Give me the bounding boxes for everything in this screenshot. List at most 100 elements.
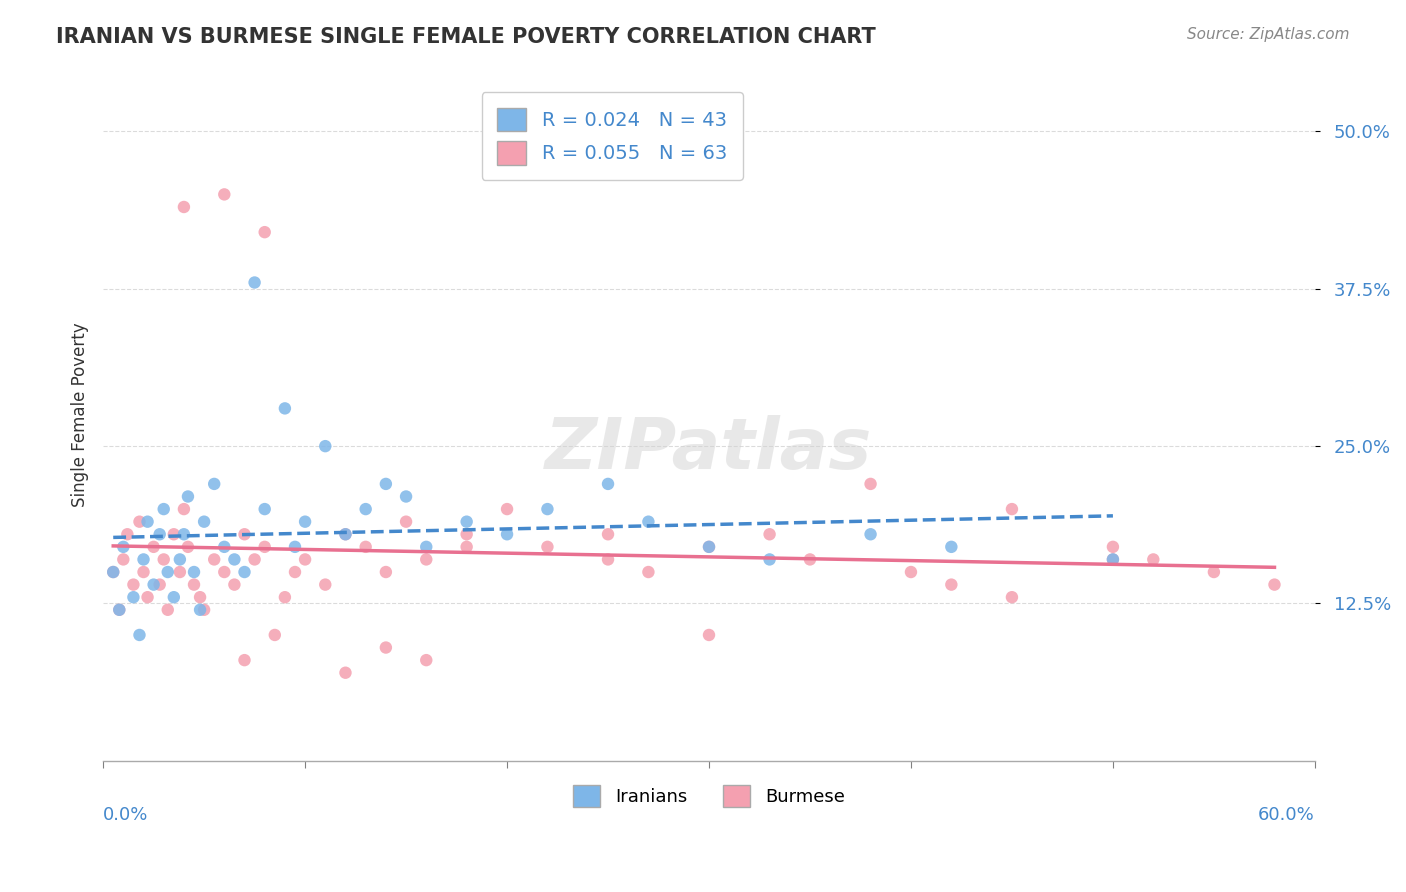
Point bbox=[596, 527, 619, 541]
Point bbox=[149, 527, 172, 541]
Point bbox=[112, 540, 135, 554]
Point bbox=[335, 527, 357, 541]
Point bbox=[233, 565, 256, 579]
Point bbox=[243, 552, 266, 566]
Point bbox=[1001, 502, 1024, 516]
Point bbox=[941, 540, 963, 554]
Point bbox=[941, 577, 963, 591]
Point bbox=[758, 552, 780, 566]
Point bbox=[136, 515, 159, 529]
Point bbox=[103, 565, 125, 579]
Point bbox=[1202, 565, 1225, 579]
Point bbox=[152, 552, 174, 566]
Point bbox=[152, 502, 174, 516]
Point bbox=[156, 603, 179, 617]
Point bbox=[193, 603, 215, 617]
Point bbox=[274, 401, 297, 416]
Point bbox=[169, 552, 191, 566]
Legend: Iranians, Burmese: Iranians, Burmese bbox=[560, 770, 859, 821]
Point bbox=[415, 653, 437, 667]
Point bbox=[314, 439, 336, 453]
Point bbox=[108, 603, 131, 617]
Point bbox=[214, 187, 236, 202]
Point bbox=[122, 577, 145, 591]
Point bbox=[596, 476, 619, 491]
Point bbox=[354, 502, 377, 516]
Point bbox=[224, 577, 246, 591]
Y-axis label: Single Female Poverty: Single Female Poverty bbox=[72, 322, 89, 507]
Point bbox=[243, 276, 266, 290]
Text: Source: ZipAtlas.com: Source: ZipAtlas.com bbox=[1187, 27, 1350, 42]
Point bbox=[274, 591, 297, 605]
Point bbox=[177, 490, 200, 504]
Point bbox=[122, 591, 145, 605]
Point bbox=[395, 515, 418, 529]
Point bbox=[132, 565, 155, 579]
Point bbox=[799, 552, 821, 566]
Point bbox=[112, 552, 135, 566]
Point bbox=[335, 665, 357, 680]
Point bbox=[1142, 552, 1164, 566]
Point bbox=[224, 552, 246, 566]
Point bbox=[1102, 552, 1125, 566]
Point bbox=[596, 552, 619, 566]
Point bbox=[456, 540, 478, 554]
Point bbox=[374, 565, 396, 579]
Point bbox=[108, 603, 131, 617]
Point bbox=[374, 476, 396, 491]
Point bbox=[253, 540, 276, 554]
Point bbox=[169, 565, 191, 579]
Point bbox=[128, 515, 150, 529]
Point bbox=[183, 577, 205, 591]
Point bbox=[149, 577, 172, 591]
Point bbox=[637, 515, 659, 529]
Point bbox=[859, 527, 882, 541]
Point bbox=[188, 603, 211, 617]
Point bbox=[132, 552, 155, 566]
Point bbox=[697, 540, 720, 554]
Point bbox=[294, 552, 316, 566]
Point bbox=[1001, 591, 1024, 605]
Text: 60.0%: 60.0% bbox=[1258, 805, 1315, 824]
Point bbox=[1263, 577, 1285, 591]
Point bbox=[253, 225, 276, 239]
Point bbox=[859, 476, 882, 491]
Point bbox=[177, 540, 200, 554]
Point bbox=[117, 527, 139, 541]
Text: ZIPatlas: ZIPatlas bbox=[546, 415, 873, 483]
Point bbox=[294, 515, 316, 529]
Point bbox=[314, 577, 336, 591]
Point bbox=[233, 653, 256, 667]
Point bbox=[193, 515, 215, 529]
Point bbox=[202, 552, 225, 566]
Point bbox=[1102, 540, 1125, 554]
Point bbox=[173, 502, 195, 516]
Point bbox=[395, 490, 418, 504]
Point bbox=[263, 628, 285, 642]
Point bbox=[758, 527, 780, 541]
Point bbox=[1102, 552, 1125, 566]
Point bbox=[456, 515, 478, 529]
Point bbox=[142, 540, 165, 554]
Point bbox=[128, 628, 150, 642]
Point bbox=[496, 502, 519, 516]
Point bbox=[415, 552, 437, 566]
Point bbox=[284, 540, 307, 554]
Point bbox=[335, 527, 357, 541]
Point bbox=[183, 565, 205, 579]
Point bbox=[163, 527, 186, 541]
Point bbox=[637, 565, 659, 579]
Point bbox=[173, 527, 195, 541]
Point bbox=[697, 540, 720, 554]
Text: 0.0%: 0.0% bbox=[103, 805, 149, 824]
Point bbox=[284, 565, 307, 579]
Point bbox=[163, 591, 186, 605]
Point bbox=[136, 591, 159, 605]
Point bbox=[496, 527, 519, 541]
Point bbox=[536, 502, 558, 516]
Point bbox=[900, 565, 922, 579]
Point bbox=[214, 565, 236, 579]
Point bbox=[233, 527, 256, 541]
Point bbox=[456, 527, 478, 541]
Point bbox=[536, 540, 558, 554]
